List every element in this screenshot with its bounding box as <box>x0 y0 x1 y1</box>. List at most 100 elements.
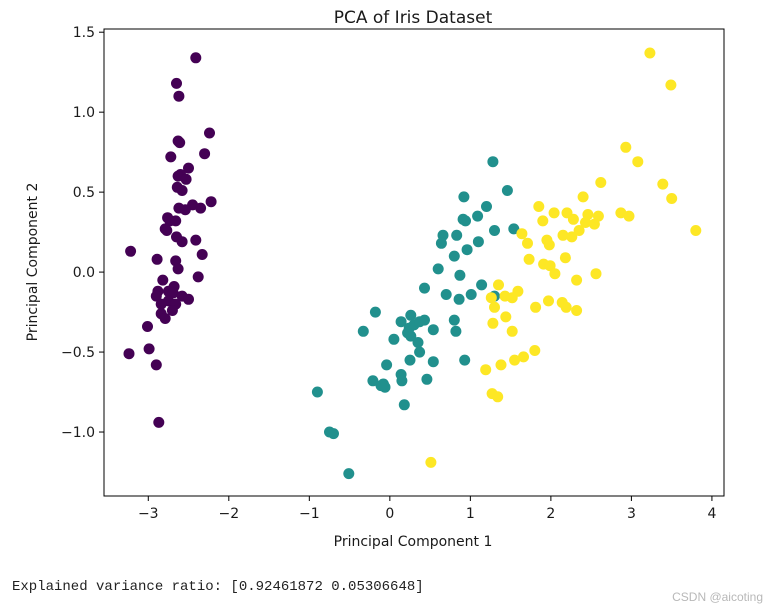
y-axis-ticks: −1.0 −0.5 0.0 0.5 1.0 1.5 <box>61 25 104 441</box>
data-point <box>460 215 471 227</box>
plot-frame <box>103 28 725 497</box>
data-point <box>571 305 583 316</box>
scatter-chart: PCA of Iris Dataset −3 −2 −1 0 1 2 3 4 −1.0 −0.5… <box>25 8 725 550</box>
data-point <box>440 289 452 300</box>
data-point <box>543 239 555 251</box>
data-point <box>523 253 535 265</box>
data-point <box>458 191 470 203</box>
data-point <box>176 236 188 248</box>
data-point <box>537 215 549 227</box>
data-point <box>190 52 202 64</box>
data-point <box>485 292 497 304</box>
data-point <box>657 178 669 190</box>
data-point <box>495 359 507 371</box>
data-point <box>427 324 439 336</box>
y-tick-label: 0.5 <box>73 185 95 201</box>
data-point <box>506 325 518 337</box>
data-point <box>480 364 492 376</box>
data-point <box>666 193 678 204</box>
data-point <box>492 391 504 403</box>
data-point <box>161 225 173 236</box>
y-tick-label: 1.0 <box>73 105 95 121</box>
data-point <box>180 173 192 185</box>
y-tick-label: −1.0 <box>61 425 95 441</box>
data-point <box>414 346 426 358</box>
data-point <box>412 337 424 348</box>
data-point <box>530 301 542 313</box>
data-point <box>465 289 477 300</box>
data-point <box>421 373 433 385</box>
data-point <box>493 279 504 291</box>
data-point <box>559 252 571 264</box>
data-point <box>632 156 644 168</box>
watermark: CSDN @aicoting <box>672 590 763 604</box>
data-point <box>142 321 153 332</box>
x-axis-ticks: −3 −2 −1 0 1 2 3 4 <box>138 496 716 522</box>
data-point <box>343 468 355 480</box>
data-point <box>328 428 339 440</box>
data-point <box>560 301 572 313</box>
explained-variance-output: Explained variance ratio: [0.92461872 0.… <box>12 579 424 595</box>
data-point <box>566 231 578 243</box>
chart-title: PCA of Iris Dataset <box>334 8 493 28</box>
data-point <box>396 375 408 387</box>
y-tick-label: −0.5 <box>61 345 95 361</box>
data-point <box>419 282 430 294</box>
data-point <box>173 90 185 102</box>
data-point <box>167 287 179 299</box>
data-point <box>425 456 437 468</box>
data-point <box>472 236 484 248</box>
data-point <box>205 196 217 208</box>
data-point <box>509 354 521 366</box>
data-point <box>171 77 182 89</box>
data-point <box>459 354 471 366</box>
data-point <box>388 333 400 345</box>
x-tick-label: 3 <box>627 506 636 522</box>
data-point <box>487 317 499 329</box>
data-point <box>529 345 541 356</box>
data-point <box>501 185 513 196</box>
data-point <box>176 185 188 196</box>
data-point <box>183 162 194 174</box>
data-point <box>489 225 500 236</box>
data-point <box>195 202 207 214</box>
x-tick-label: 2 <box>546 506 555 522</box>
data-point <box>357 325 369 337</box>
data-point <box>125 245 137 257</box>
data-point <box>123 348 135 360</box>
data-point <box>571 274 583 286</box>
data-point <box>516 228 528 240</box>
x-tick-label: 1 <box>466 506 475 522</box>
data-point <box>623 210 635 222</box>
data-point <box>644 47 656 59</box>
data-point <box>174 137 186 149</box>
data-point <box>461 244 473 256</box>
data-point <box>451 229 463 241</box>
data-point <box>573 225 585 236</box>
data-point <box>665 79 677 91</box>
data-point <box>487 156 499 168</box>
data-point <box>577 191 589 203</box>
data-point <box>533 201 545 212</box>
data-point <box>518 351 529 363</box>
data-point <box>196 249 208 260</box>
data-point <box>204 127 215 139</box>
data-point <box>166 305 178 316</box>
data-point <box>620 141 632 153</box>
data-point <box>367 375 379 387</box>
data-point <box>481 201 492 212</box>
y-tick-label: 0.0 <box>73 265 95 281</box>
data-point <box>183 293 194 305</box>
data-point <box>405 309 417 321</box>
data-point <box>405 330 417 342</box>
data-point <box>588 218 600 230</box>
data-point <box>595 177 607 188</box>
x-tick-label: −3 <box>138 506 159 522</box>
data-point <box>157 274 169 286</box>
data-point <box>567 213 579 225</box>
data-point <box>155 298 167 310</box>
data-point <box>170 215 182 227</box>
data-point <box>199 148 211 160</box>
x-tick-label: 0 <box>385 506 394 522</box>
data-point <box>508 223 520 235</box>
